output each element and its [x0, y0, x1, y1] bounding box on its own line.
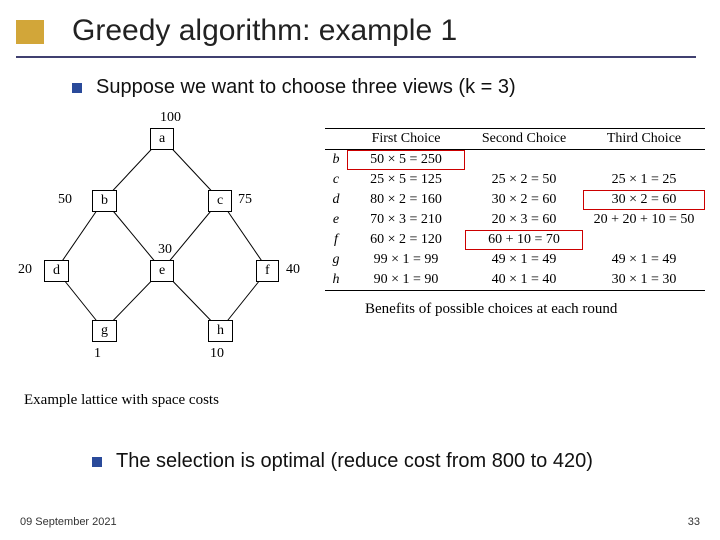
bullet-square-icon [92, 457, 102, 467]
lattice-value-h: 10 [210, 346, 224, 362]
cell: 60 + 10 = 70 [465, 230, 583, 250]
cell: 70 × 3 = 210 [347, 210, 465, 230]
cell: 20 + 20 + 10 = 50 [583, 210, 705, 230]
lattice-value-a: 100 [160, 110, 181, 126]
footer-page: 33 [688, 516, 700, 528]
col-header: First Choice [347, 129, 465, 150]
lattice-node-f: f [256, 260, 279, 282]
footer-date: 09 September 2021 [20, 516, 117, 528]
lattice-diagram: a100b50c75d20e30f40g1h10 [22, 120, 312, 420]
lattice-node-c: c [208, 190, 232, 212]
cell: 50 × 5 = 250 [347, 150, 465, 171]
cell: 30 × 2 = 60 [583, 190, 705, 210]
row-label: h [325, 270, 347, 291]
cell: 25 × 2 = 50 [465, 170, 583, 190]
cell: 49 × 1 = 49 [465, 250, 583, 270]
cell: 99 × 1 = 99 [347, 250, 465, 270]
lattice-node-d: d [44, 260, 69, 282]
row-label: b [325, 150, 347, 171]
cell: 60 × 2 = 120 [347, 230, 465, 250]
benefits-table-grid: First ChoiceSecond ChoiceThird Choice b50… [325, 128, 705, 291]
cell: 25 × 5 = 125 [347, 170, 465, 190]
bullet-1-text: Suppose we want to choose three views (k… [96, 76, 516, 99]
bullet-square-icon [72, 83, 82, 93]
lattice-value-b: 50 [58, 192, 72, 208]
cell: 49 × 1 = 49 [583, 250, 705, 270]
accent-bar [16, 20, 44, 44]
row-label: c [325, 170, 347, 190]
bullet-2: The selection is optimal (reduce cost fr… [92, 450, 593, 473]
lattice-value-c: 75 [238, 192, 252, 208]
lattice-value-f: 40 [286, 262, 300, 278]
cell: 80 × 2 = 160 [347, 190, 465, 210]
cell [465, 150, 583, 171]
title-rule [16, 56, 696, 58]
lattice-node-e: e [150, 260, 174, 282]
bullet-2-text: The selection is optimal (reduce cost fr… [116, 450, 593, 473]
lattice-node-b: b [92, 190, 117, 212]
cell: 30 × 1 = 30 [583, 270, 705, 291]
cell [583, 230, 705, 250]
bullet-1: Suppose we want to choose three views (k… [72, 76, 516, 99]
col-header: Second Choice [465, 129, 583, 150]
lattice-node-g: g [92, 320, 117, 342]
cell: 30 × 2 = 60 [465, 190, 583, 210]
page-title: Greedy algorithm: example 1 [72, 14, 457, 48]
row-label: d [325, 190, 347, 210]
lattice-value-e: 30 [158, 242, 172, 258]
cell: 40 × 1 = 40 [465, 270, 583, 291]
lattice-caption: Example lattice with space costs [24, 392, 219, 409]
row-label: f [325, 230, 347, 250]
row-label: e [325, 210, 347, 230]
cell: 25 × 1 = 25 [583, 170, 705, 190]
col-header [325, 129, 347, 150]
lattice-value-g: 1 [94, 346, 101, 362]
table-caption: Benefits of possible choices at each rou… [365, 301, 720, 318]
cell: 90 × 1 = 90 [347, 270, 465, 291]
benefits-table: First ChoiceSecond ChoiceThird Choice b50… [325, 128, 705, 318]
lattice-node-a: a [150, 128, 174, 150]
lattice-node-h: h [208, 320, 233, 342]
lattice-value-d: 20 [18, 262, 32, 278]
col-header: Third Choice [583, 129, 705, 150]
cell: 20 × 3 = 60 [465, 210, 583, 230]
row-label: g [325, 250, 347, 270]
cell [583, 150, 705, 171]
